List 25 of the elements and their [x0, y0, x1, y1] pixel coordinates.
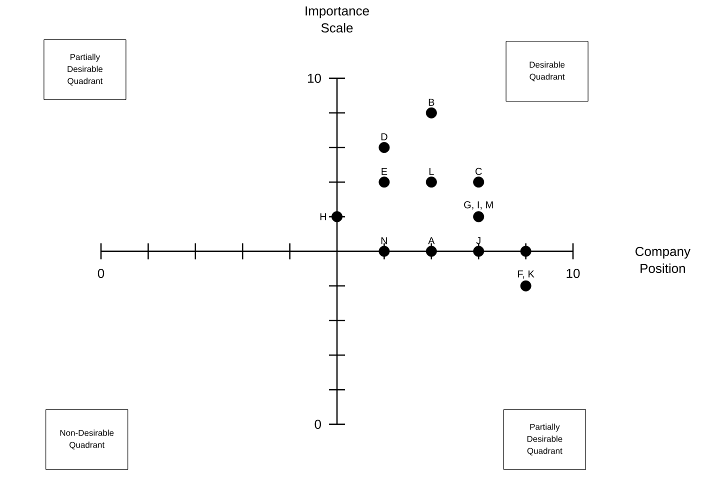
annotation: J: [476, 237, 480, 244]
point: [520, 280, 532, 292]
annotation: L: [429, 168, 434, 175]
point: [426, 176, 437, 188]
annotation: D: [381, 133, 388, 140]
point: [473, 176, 484, 188]
y-axis-title: Importance Scale: [306, 6, 369, 33]
point: [378, 142, 390, 153]
annotation: E: [382, 168, 388, 175]
annotation: G, I, M: [464, 201, 493, 210]
annotation: N: [381, 237, 387, 244]
annotation: Partially Desirable Quadrant: [527, 424, 562, 456]
annotation: H: [320, 213, 326, 220]
annotation: A: [428, 237, 435, 244]
annotation: Partially Desirable Quadrant: [68, 54, 103, 86]
x-axis-title: Company Position: [636, 246, 690, 274]
point: [473, 211, 484, 222]
text: Non-Desirable Quadrant: [60, 430, 114, 450]
annotation: Desirable Quadrant: [530, 61, 565, 82]
point: [426, 246, 437, 257]
annotation: C: [476, 168, 482, 175]
point: [426, 107, 437, 118]
annotation: F, K: [518, 270, 534, 279]
point: [378, 176, 390, 188]
annotation: B: [428, 98, 434, 106]
